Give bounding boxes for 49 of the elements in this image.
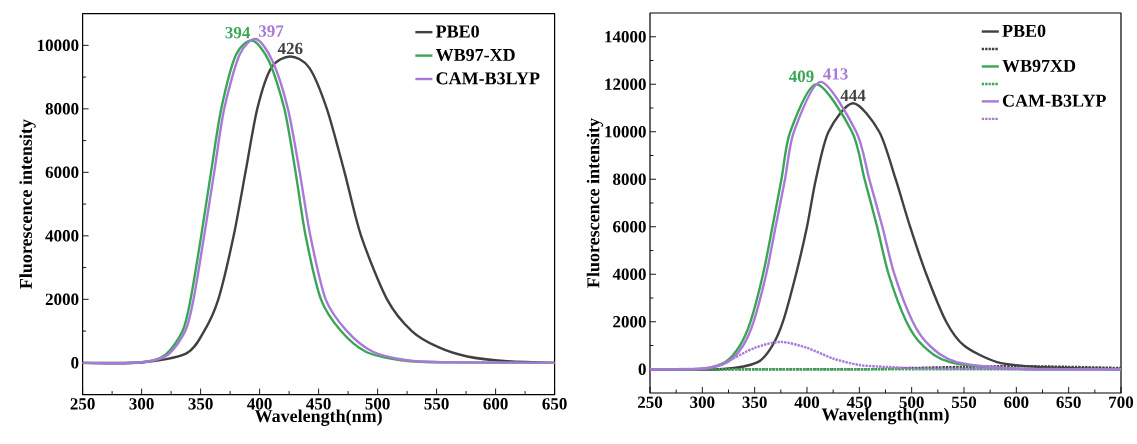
x-tick-label: 300 <box>690 396 715 408</box>
x-tick-label: 650 <box>542 398 567 410</box>
y-tick-label: 2000 <box>613 316 646 328</box>
y-tick-label: 10000 <box>605 126 646 138</box>
x-tick-label: 550 <box>424 398 449 410</box>
annotation: 394 <box>225 26 251 39</box>
y-tick-label: 0 <box>71 357 79 369</box>
x-tick-label: 550 <box>951 396 977 408</box>
annotation: 444 <box>840 89 866 102</box>
y-tick-label: 12000 <box>605 78 646 90</box>
x-tick-label: 400 <box>794 396 820 408</box>
annotation: 409 <box>788 70 814 83</box>
y-tick-label: 2000 <box>45 293 79 306</box>
legend-label: WB97-XD <box>435 48 515 62</box>
legend-label: PBE0 <box>435 25 479 38</box>
y-tick-label: 4000 <box>612 268 646 280</box>
annotation: 426 <box>277 42 303 55</box>
x-tick-label: 350 <box>742 396 767 408</box>
y-tick-label: 6000 <box>45 166 79 179</box>
y-tick-label: 8000 <box>45 103 79 115</box>
x-tick-label: 700 <box>1109 396 1134 408</box>
x-tick-label: 650 <box>1056 396 1081 408</box>
x-axis-title: Wavelength(nm) <box>254 409 382 426</box>
legend-label: CAM-B3LYP <box>436 72 540 85</box>
x-tick-label: 300 <box>129 398 154 410</box>
x-tick-label: 500 <box>899 396 924 408</box>
x-tick-label: 450 <box>306 398 331 410</box>
legend-label: PBE0 <box>1002 24 1046 37</box>
x-tick-label: 600 <box>1004 396 1029 408</box>
y-tick-label: 14000 <box>605 31 646 43</box>
annotation: 397 <box>258 25 284 37</box>
x-axis-title: Wavelength(nm) <box>821 407 949 425</box>
y-tick-label: 0 <box>638 363 646 375</box>
x-tick-label: 250 <box>70 398 95 410</box>
y-tick-label: 10000 <box>37 39 79 52</box>
y-tick-label: 6000 <box>613 221 646 233</box>
legend-label: WB97XD <box>1002 59 1076 72</box>
annotation: 413 <box>823 68 848 80</box>
y-axis-title: Fluorescence intensity <box>19 119 36 289</box>
legend-label: CAM-B3LYP <box>1002 94 1106 107</box>
x-tick-label: 250 <box>637 396 663 408</box>
x-tick-label: 400 <box>247 398 272 410</box>
y-tick-label: 4000 <box>45 230 79 242</box>
x-tick-label: 500 <box>365 398 390 410</box>
x-tick-label: 600 <box>483 398 508 410</box>
x-tick-label: 450 <box>846 396 872 408</box>
y-tick-label: 8000 <box>613 173 646 185</box>
y-axis-title: Fluorescence intensity <box>586 118 604 288</box>
x-tick-label: 350 <box>188 398 213 410</box>
